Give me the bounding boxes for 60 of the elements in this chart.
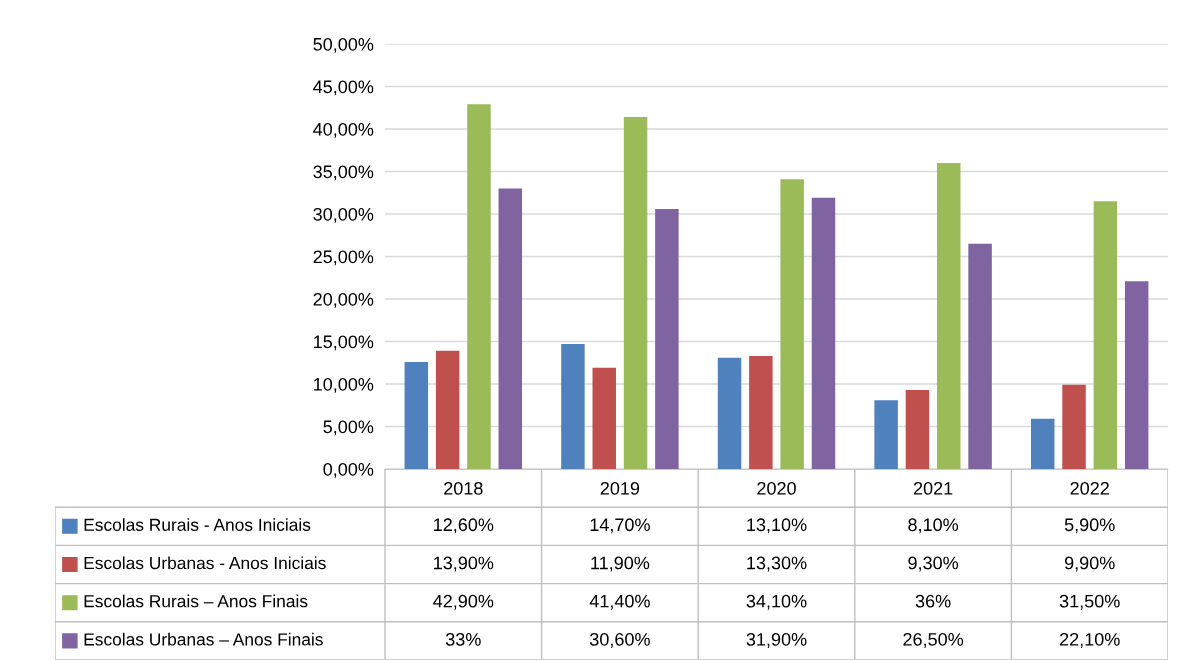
bar xyxy=(1093,201,1118,469)
bar xyxy=(968,243,992,469)
x-tick-label: 2022 xyxy=(1070,481,1109,495)
y-tick-label: 20,00% xyxy=(313,292,374,308)
bar xyxy=(561,344,585,469)
data-label: 13,90% xyxy=(434,556,494,572)
data-label: 42,90% xyxy=(433,594,494,610)
data-label: 31,90% xyxy=(746,632,807,648)
legend-label: Escolas Urbanas - Anos Iniciais xyxy=(84,556,326,570)
bar xyxy=(1124,281,1149,469)
data-label: 8,10% xyxy=(908,518,959,534)
bar xyxy=(811,197,836,469)
bar xyxy=(905,389,930,469)
bar xyxy=(717,357,742,469)
data-label: 31,50% xyxy=(1059,594,1120,610)
data-label: 11,90% xyxy=(591,556,650,572)
y-tick-label: 45,00% xyxy=(313,80,374,96)
data-label: 26,50% xyxy=(903,632,964,648)
data-label: 5,90% xyxy=(1064,518,1115,534)
bar xyxy=(874,400,898,469)
data-label: 12,60% xyxy=(434,518,494,534)
y-tick-label: 25,00% xyxy=(313,250,374,266)
bar xyxy=(749,355,773,469)
y-tick-label: 15,00% xyxy=(314,335,374,351)
data-label: 33% xyxy=(445,632,481,646)
y-tick-label: 30,00% xyxy=(313,207,374,223)
x-tick-label: 2021 xyxy=(913,481,953,495)
bar xyxy=(623,117,648,469)
bar xyxy=(467,104,491,469)
bar xyxy=(435,350,460,469)
data-label: 9,30% xyxy=(908,556,959,572)
y-tick-label: 5,00% xyxy=(323,420,374,436)
data-label: 34,10% xyxy=(746,594,807,610)
x-tick-label: 2018 xyxy=(444,481,483,495)
data-label: 13,30% xyxy=(747,556,807,572)
bar xyxy=(498,188,523,469)
data-label: 36% xyxy=(915,594,951,608)
data-label: 14,70% xyxy=(590,518,650,534)
x-tick-label: 2020 xyxy=(757,481,796,495)
data-label: 9,90% xyxy=(1064,556,1115,572)
legend-label: Escolas Rurais – Anos Finais xyxy=(84,594,308,608)
y-tick-label: 35,00% xyxy=(313,165,374,181)
y-tick-label: 40,00% xyxy=(313,122,374,138)
bar xyxy=(1030,418,1055,469)
legend-label: Escolas Rurais - Anos Iniciais xyxy=(84,518,311,531)
data-label: 13,10% xyxy=(747,518,807,534)
data-label: 22,10% xyxy=(1059,632,1120,648)
y-tick-label: 0,00% xyxy=(323,462,374,478)
bar xyxy=(780,179,804,469)
bar xyxy=(404,361,429,469)
y-tick-label: 50,00% xyxy=(313,37,374,53)
legend-label: Escolas Urbanas – Anos Finais xyxy=(84,632,323,646)
bar xyxy=(592,367,616,469)
bar xyxy=(655,208,679,469)
data-label: 41,40% xyxy=(589,594,650,610)
bar xyxy=(1062,384,1086,469)
y-tick-label: 10,00% xyxy=(314,377,374,393)
data-label: 30,60% xyxy=(589,632,650,648)
bar xyxy=(937,163,961,469)
x-tick-label: 2019 xyxy=(600,481,640,495)
